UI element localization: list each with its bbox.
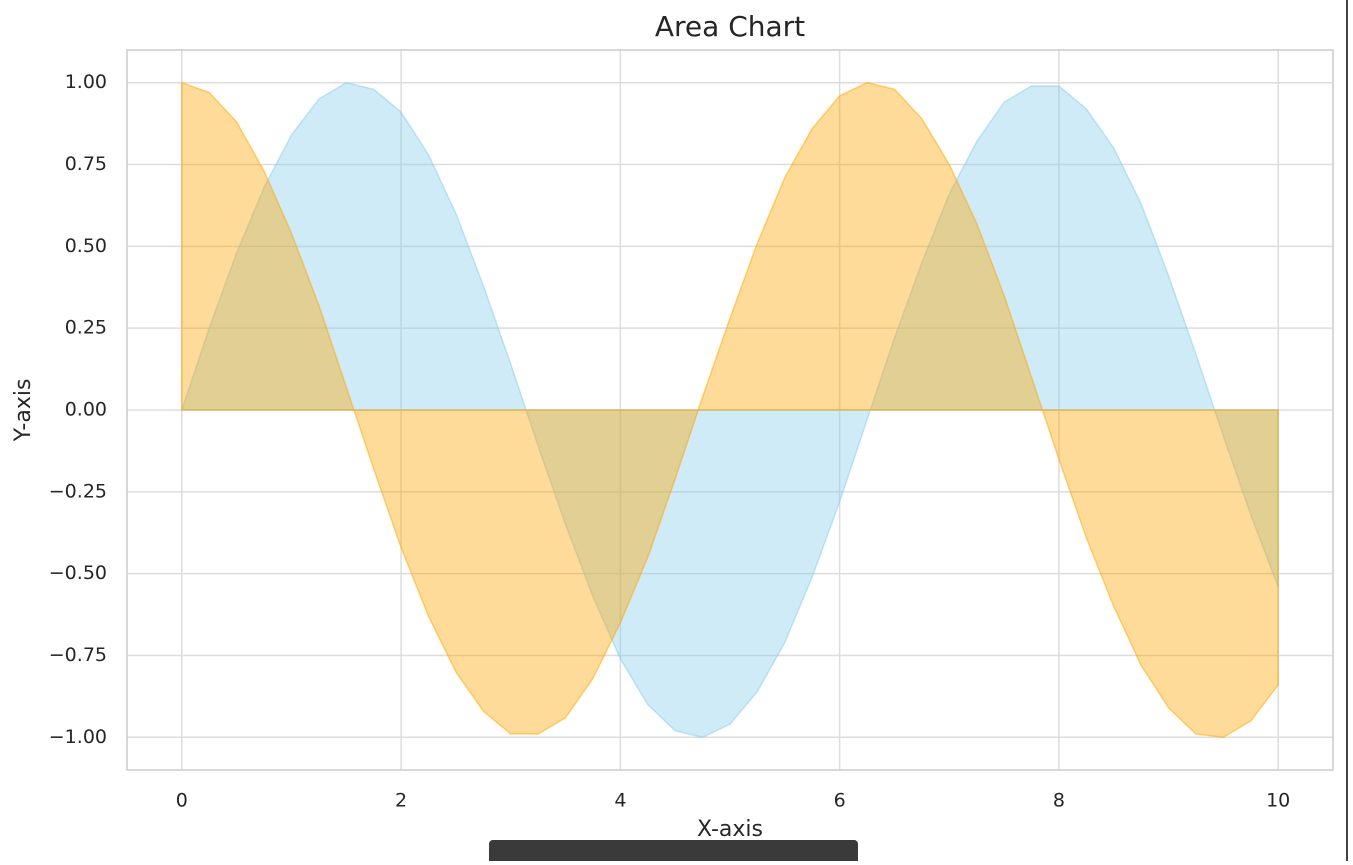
x-tick-label: 4 [614,790,626,812]
y-tick-label: −0.50 [49,562,107,584]
y-tick-label: −0.25 [49,480,107,502]
viewer-toolbar[interactable] [489,840,858,865]
chart-title: Area Chart [655,10,805,43]
y-tick-label: 0.25 [65,317,107,339]
x-tick-label: 2 [395,790,407,812]
x-tick-label: 10 [1266,790,1290,812]
x-tick-label: 8 [1053,790,1065,812]
area [181,81,1279,739]
x-tick-label: 0 [176,790,188,812]
axes-frame [126,49,1334,771]
y-tick-label: 0.50 [65,235,107,257]
y-axis-label: Y-axis [11,379,36,443]
y-tick-label: −1.00 [49,726,107,748]
plot-area [180,81,1279,739]
labels: −1.00 −0.75 −0.50 −0.25 0.00 0.25 0.50 0.75 1.00… [49,71,1291,811]
y-tick-label: −0.75 [49,644,107,666]
y-tick-label: 0.75 [65,153,107,175]
x-axis-label: X-axis [697,817,763,842]
x-tick-label: 6 [834,790,846,812]
y-tick-label: 0.00 [65,399,107,421]
y-tick-label: 1.00 [65,71,107,93]
